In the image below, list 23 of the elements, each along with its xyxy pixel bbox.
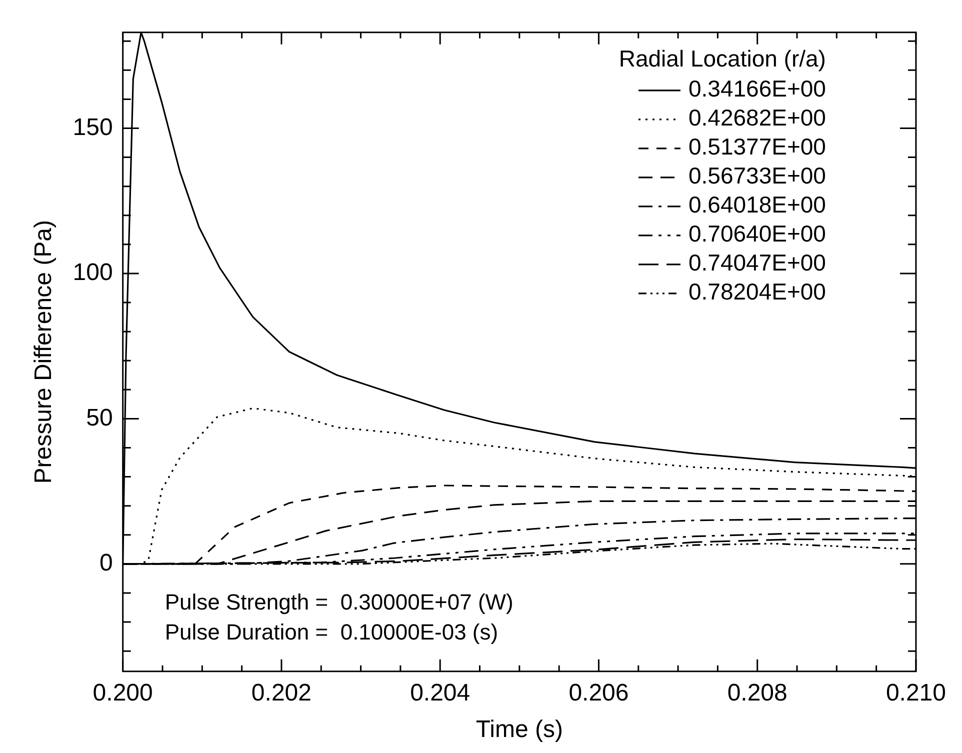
y-tick-label: 150 — [72, 114, 113, 141]
legend-label: 0.51377E+00 — [688, 134, 826, 160]
x-tick-label: 0.202 — [251, 679, 312, 706]
x-tick-label: 0.210 — [886, 679, 946, 706]
x-tick-label: 0.200 — [92, 679, 153, 706]
legend-label: 0.74047E+00 — [688, 250, 826, 276]
legend-label: 0.42682E+00 — [688, 104, 826, 131]
legend-title: Radial Location (r/a) — [618, 46, 826, 72]
x-tick-label: 0.208 — [727, 679, 788, 706]
y-tick-label: 100 — [72, 259, 113, 286]
legend-label: 0.64018E+00 — [688, 192, 826, 218]
legend-label: 0.70640E+00 — [688, 220, 826, 247]
x-tick-label: 0.204 — [410, 679, 470, 706]
x-tick-label: 0.206 — [568, 679, 629, 706]
annotation: Pulse Duration = 0.10000E-03 (s) — [164, 619, 498, 644]
y-tick-label: 0 — [99, 550, 113, 577]
annotation: Pulse Strength = 0.30000E+07 (W) — [164, 589, 514, 614]
y-axis-title: Pressure Difference (Pa) — [30, 220, 58, 484]
legend-label: 0.34166E+00 — [688, 76, 826, 102]
x-axis-title: Time (s) — [476, 716, 563, 744]
legend-label: 0.78204E+00 — [688, 278, 826, 305]
y-tick-label: 50 — [86, 404, 113, 432]
legend-label: 0.56733E+00 — [688, 162, 826, 189]
